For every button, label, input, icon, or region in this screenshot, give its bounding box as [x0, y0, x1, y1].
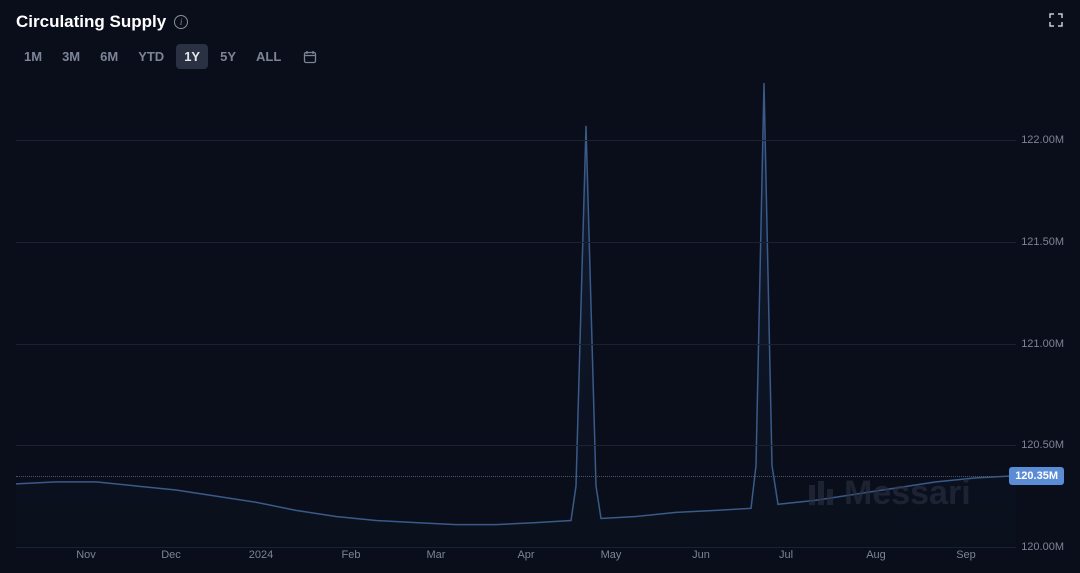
x-tick-label: Dec — [161, 549, 181, 561]
range-all-button[interactable]: ALL — [248, 44, 289, 69]
plot-area[interactable] — [16, 79, 1016, 547]
gridline — [16, 344, 1016, 345]
chart-svg — [16, 79, 1016, 547]
x-tick-label: Aug — [866, 549, 886, 561]
time-range-selector: 1M3M6MYTD1Y5YALL — [16, 44, 323, 69]
y-tick-label: 120.50M — [1021, 439, 1064, 451]
calendar-icon[interactable] — [297, 45, 323, 69]
x-tick-label: 2024 — [249, 549, 273, 561]
range-ytd-button[interactable]: YTD — [130, 44, 172, 69]
x-tick-label: May — [601, 549, 622, 561]
range-6m-button[interactable]: 6M — [92, 44, 126, 69]
y-tick-label: 121.00M — [1021, 338, 1064, 350]
info-icon[interactable]: i — [174, 15, 188, 29]
range-5y-button[interactable]: 5Y — [212, 44, 244, 69]
current-value-line — [16, 476, 1064, 477]
y-tick-label: 120.00M — [1021, 541, 1064, 553]
chart-header: Circulating Supply i 1M3M6MYTD1Y5YALL — [16, 12, 1064, 69]
x-tick-label: Sep — [956, 549, 976, 561]
x-tick-label: Feb — [342, 549, 361, 561]
x-tick-label: Jun — [692, 549, 710, 561]
range-3m-button[interactable]: 3M — [54, 44, 88, 69]
x-tick-label: Jul — [779, 549, 793, 561]
gridline — [16, 242, 1016, 243]
gridline — [16, 547, 1016, 548]
gridline — [16, 445, 1016, 446]
title-row: Circulating Supply i — [16, 12, 323, 32]
expand-icon[interactable] — [1048, 12, 1064, 28]
chart-title: Circulating Supply — [16, 12, 166, 32]
x-axis: Nov Dec 2024 Feb Mar Apr May Jun Jul Aug Sep — [16, 549, 1016, 569]
chart-container: Circulating Supply i 1M3M6MYTD1Y5YALL — [0, 0, 1080, 573]
y-tick-label: 121.50M — [1021, 236, 1064, 248]
y-tick-label: 122.00M — [1021, 134, 1064, 146]
chart-area: 120.00M 120.50M 121.00M 121.50M 122.00M Nov D… — [16, 79, 1064, 573]
range-1y-button[interactable]: 1Y — [176, 44, 208, 69]
title-block: Circulating Supply i 1M3M6MYTD1Y5YALL — [16, 12, 323, 69]
x-tick-label: Nov — [76, 549, 96, 561]
x-tick-label: Mar — [427, 549, 446, 561]
current-value-badge: 120.35M — [1009, 467, 1064, 485]
gridline — [16, 140, 1016, 141]
range-1m-button[interactable]: 1M — [16, 44, 50, 69]
x-tick-label: Apr — [517, 549, 534, 561]
